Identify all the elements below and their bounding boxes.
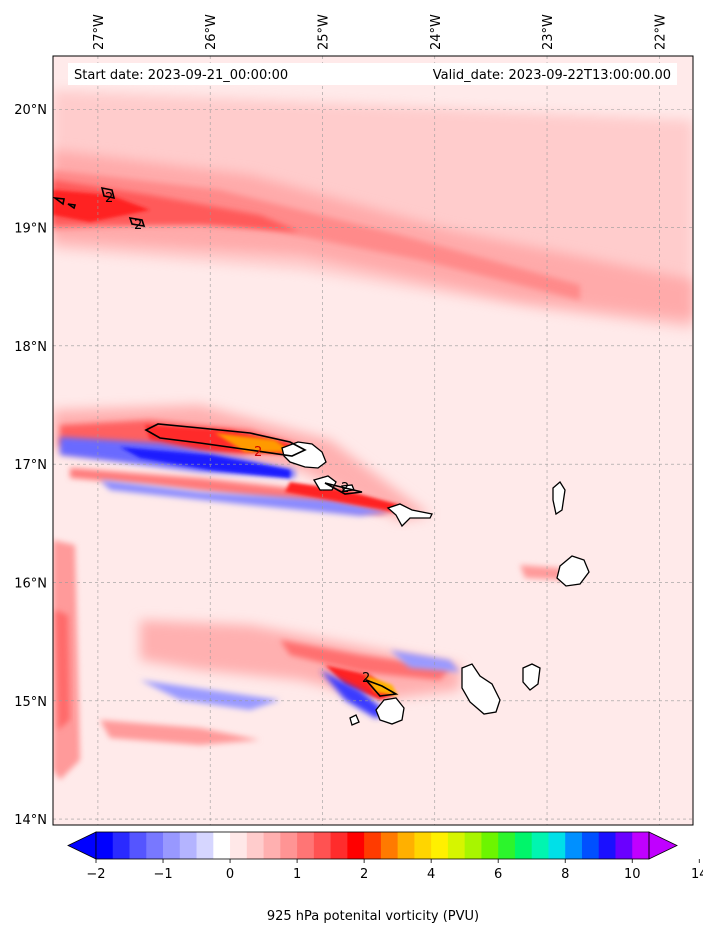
colorbar-bin [213,832,231,859]
colorbar-bin [179,832,197,859]
northern-pv-band [53,90,693,330]
colorbar-label: 925 hPa potenital vorticity (PVU) [267,909,479,924]
colorbar-bin [96,832,114,859]
island-santiago [461,663,501,715]
island-maio [522,663,541,691]
colorbar-bin [498,832,516,859]
pv-field [53,56,693,825]
colorbar-bin [380,832,399,859]
colorbar-bin [632,832,650,859]
colorbar-bin [230,832,248,859]
contour-label: 2 [134,218,142,233]
colorbar-bin [447,832,466,859]
colorbar-bin [196,832,214,859]
colorbar-tick-label: 10 [624,867,641,882]
contour-label: 2 [254,445,262,460]
colorbar-bin [347,832,365,859]
colorbar-bin [514,832,533,859]
date-banner-background [68,63,677,85]
contour-label: 2 [362,671,370,686]
start-date-text: Start date: 2023-09-21_00:00:00 [74,68,288,83]
colorbar-bin [581,832,600,859]
colorbar-bin [598,832,616,859]
date-banner: Start date: 2023-09-21_00:00:00 Valid_da… [68,63,677,85]
colorbar-bin [330,832,348,859]
colorbar-bin [280,832,298,859]
latitude-tick-labels: 20°N 19°N 18°N 17°N 16°N 15°N 14°N [14,103,47,828]
island-sao-nicolau [386,503,433,528]
colorbar-bin [146,832,164,859]
lon-tick-label: 25°W [316,14,331,50]
colorbar-bin [112,832,130,859]
contour-label: 2 [105,191,113,206]
map-frame [52,55,694,826]
colorbar-tick-label: 2 [360,867,368,882]
colorbar-bin [364,832,382,859]
colorbar-bin [464,832,482,859]
colorbar-tick-label: −2 [86,867,105,882]
colorbar-bin [481,832,499,859]
lat-tick-label: 16°N [14,576,47,591]
colorbar-tick-label: 1 [293,867,301,882]
colorbar-bin [129,832,147,859]
lat-tick-label: 18°N [14,340,47,355]
colorbar-bin [431,832,449,859]
colorbar-bin [263,832,281,859]
lon-tick-label: 22°W [653,14,668,50]
lat-tick-label: 14°N [14,813,47,828]
colorbar: −2 −1 0 1 2 4 6 8 10 14 [67,831,703,882]
lat-tick-label: 19°N [14,222,47,237]
lon-tick-label: 27°W [92,14,107,50]
island-santo-antao [281,441,327,469]
lat-tick-label: 20°N [14,103,47,118]
colorbar-bin [397,832,415,859]
colorbar-extend-min [67,831,97,860]
colorbar-extend-max [648,831,678,860]
island-brava [349,714,360,726]
lon-tick-label: 26°W [204,14,219,50]
colorbar-bin [297,832,315,859]
colorbar-tick-label: 0 [226,867,234,882]
colorbar-tick-label: −1 [153,867,172,882]
colorbar-bin [414,832,432,859]
lon-tick-label: 24°W [429,14,444,50]
colorbar-bin [615,832,633,859]
island-boa-vista [556,555,590,587]
colorbar-bin [531,832,549,859]
colorbar-tick-label: 8 [561,867,569,882]
colorbar-bin [163,832,181,859]
valid-date-text: Valid_date: 2023-09-22T13:00:00.00 [433,68,671,83]
map-gridlines [53,56,693,825]
colorbar-bin [548,832,566,859]
colorbar-bin [246,832,264,859]
lon-tick-label: 23°W [541,14,556,50]
colorbar-bin [313,832,332,859]
colorbar-tick-label: 14 [691,867,703,882]
colorbar-frame [95,831,650,860]
island-sal [552,481,566,516]
colorbar-bin [565,832,583,859]
colorbar-tick-label: 4 [427,867,435,882]
colorbar-tick-label: 6 [494,867,502,882]
island-fogo [375,697,405,725]
longitude-tick-labels: 27°W 26°W 25°W 24°W 23°W 22°W [92,14,668,50]
contour-label: 2 [341,481,349,496]
contour-labels: 2 2 2 2 2 [105,191,370,686]
lat-tick-label: 15°N [14,695,47,710]
lat-tick-label: 17°N [14,458,47,473]
santo-antao-wake [60,420,400,516]
pv-2-contours [53,186,399,697]
